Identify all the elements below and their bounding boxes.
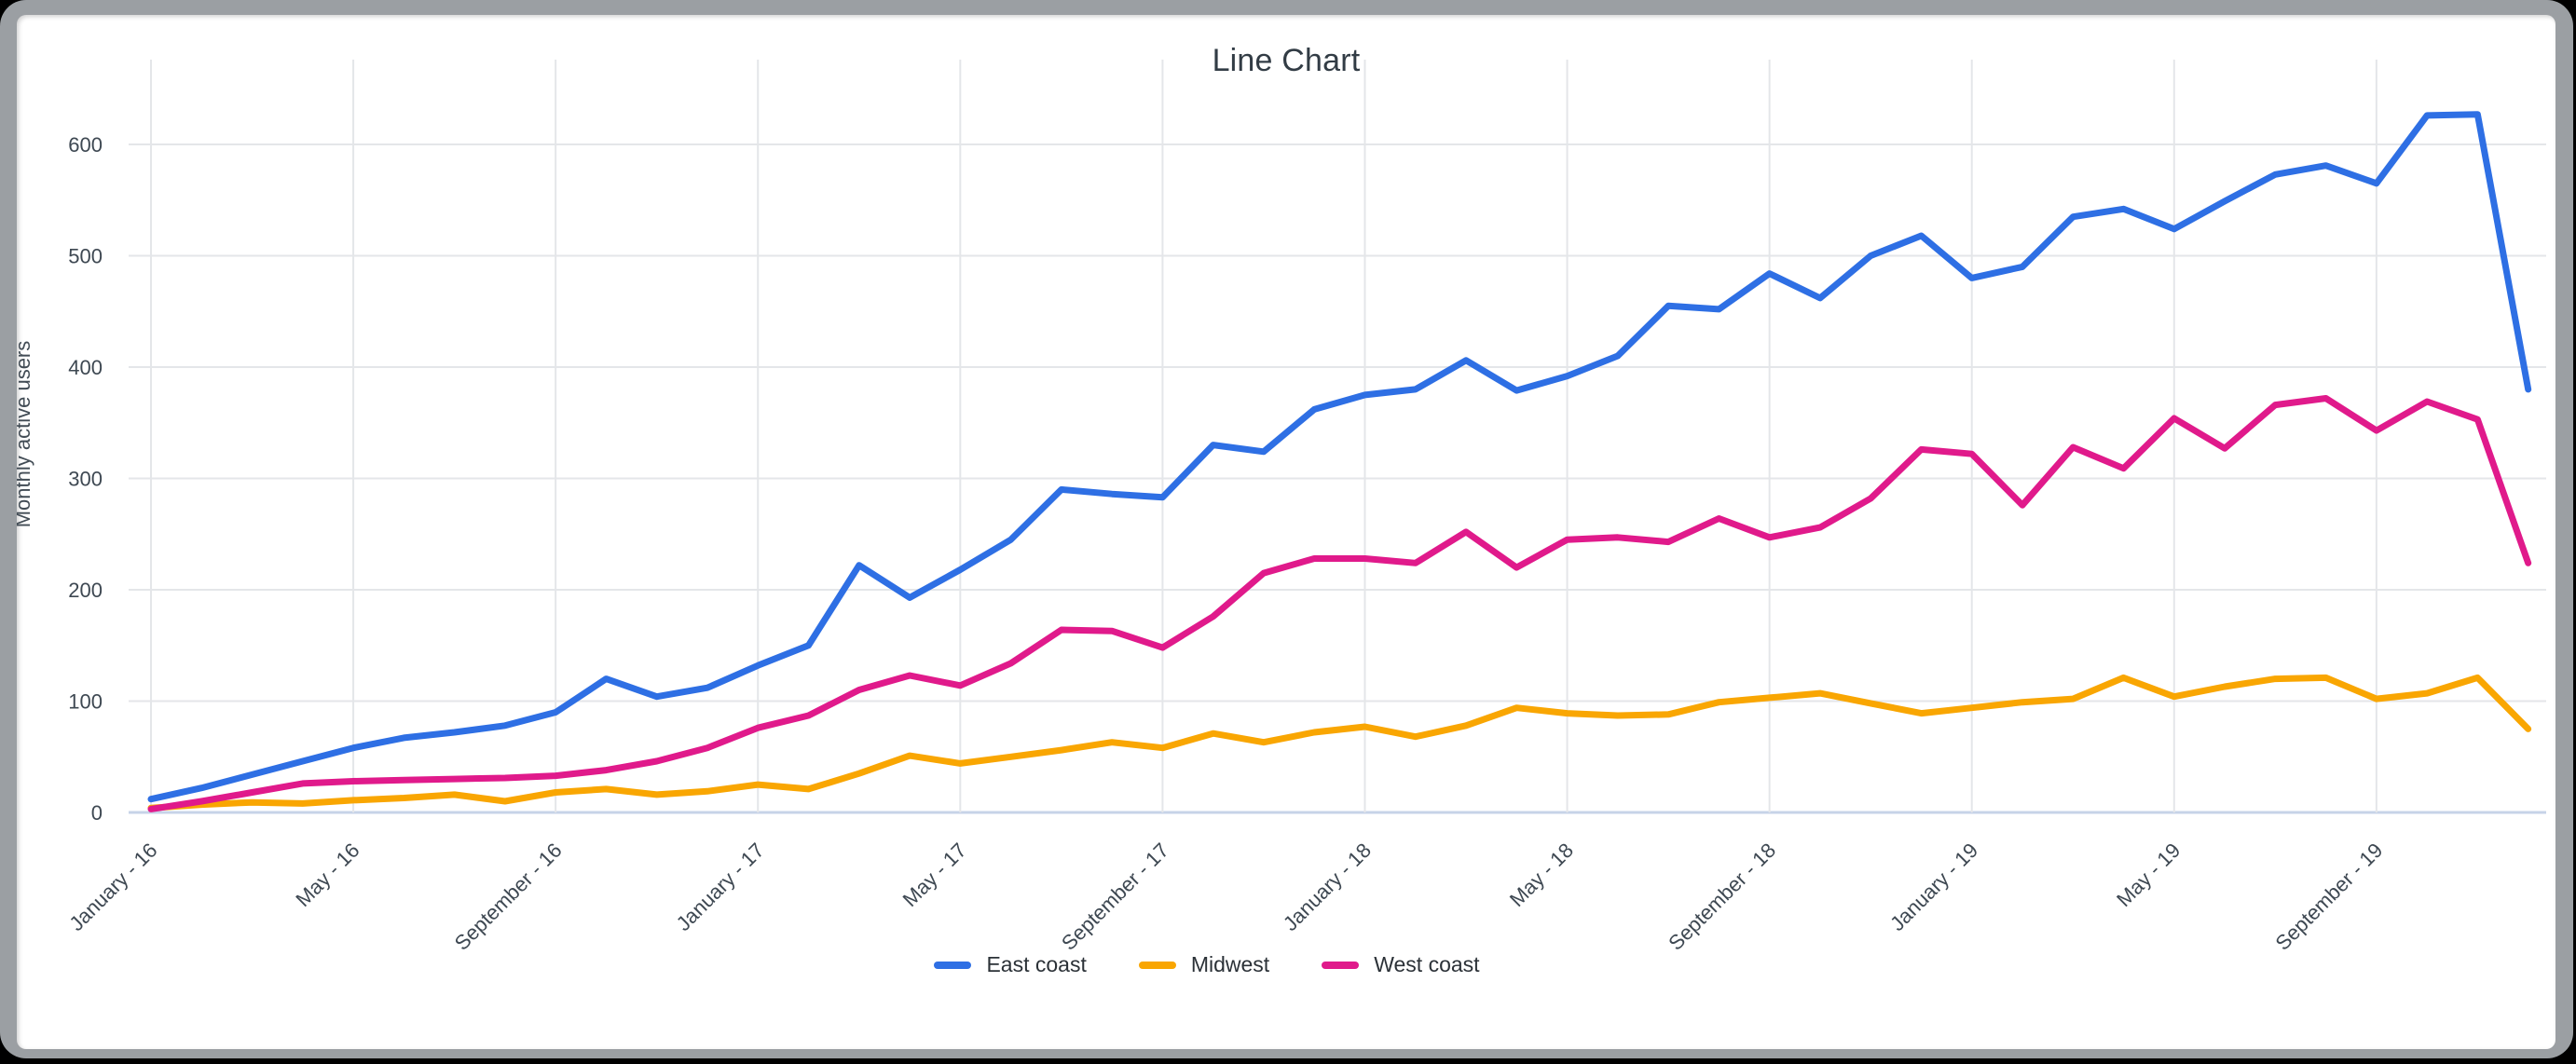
series-line-west-coast — [147, 395, 2532, 812]
chart-title: Line Chart — [1212, 43, 1361, 78]
y-tick-label: 100 — [68, 690, 103, 714]
y-tick-label: 300 — [68, 468, 103, 491]
y-tick-label: 0 — [91, 801, 103, 825]
x-tick-label: May - 19 — [2112, 839, 2185, 911]
legend-label: East coast — [986, 952, 1087, 976]
y-tick-label: 200 — [68, 579, 103, 602]
x-tick-label: September - 16 — [450, 839, 567, 955]
legend-item-east-coast[interactable]: East coast — [934, 952, 1087, 977]
legend-swatch — [934, 961, 972, 969]
x-grid-and-labels: January - 16 May - 16 September - 16 Januar… — [64, 60, 2387, 955]
y-tick-label: 500 — [68, 245, 103, 268]
x-tick-label: January - 17 — [672, 839, 769, 935]
x-tick-label: September - 19 — [2271, 839, 2388, 955]
x-tick-label: January - 18 — [1279, 839, 1376, 935]
y-tick-label: 600 — [68, 133, 103, 157]
x-tick-label: January - 16 — [64, 839, 161, 935]
legend-label: West coast — [1374, 952, 1480, 976]
y-grid-and-labels: 0 100 200 300 400 500 600 — [68, 133, 2546, 825]
x-tick-label: May - 17 — [898, 839, 971, 911]
chart-card: Line Chart 0 100 200 300 400 500 600 January - … — [17, 15, 2555, 1049]
x-tick-label: September - 18 — [1664, 839, 1780, 955]
chart-legend: East coast Midwest West coast — [0, 952, 2476, 977]
series-line-midwest — [147, 674, 2532, 812]
x-tick-label: May - 18 — [1505, 839, 1578, 911]
y-axis-title: Monthly active users — [17, 341, 34, 528]
legend-item-midwest[interactable]: Midwest — [1138, 952, 1270, 977]
legend-swatch — [1138, 961, 1176, 969]
y-tick-label: 400 — [68, 356, 103, 379]
series-line-east-coast — [147, 111, 2532, 803]
x-tick-label: January - 19 — [1885, 839, 1982, 935]
legend-label: Midwest — [1190, 952, 1270, 976]
x-tick-label: September - 17 — [1057, 839, 1173, 955]
legend-item-west-coast[interactable]: West coast — [1322, 952, 1480, 977]
legend-swatch — [1322, 961, 1360, 969]
x-tick-label: May - 16 — [291, 839, 363, 911]
line-chart-plot: 0 100 200 300 400 500 600 January - 16 May - 16 S… — [17, 60, 2546, 955]
